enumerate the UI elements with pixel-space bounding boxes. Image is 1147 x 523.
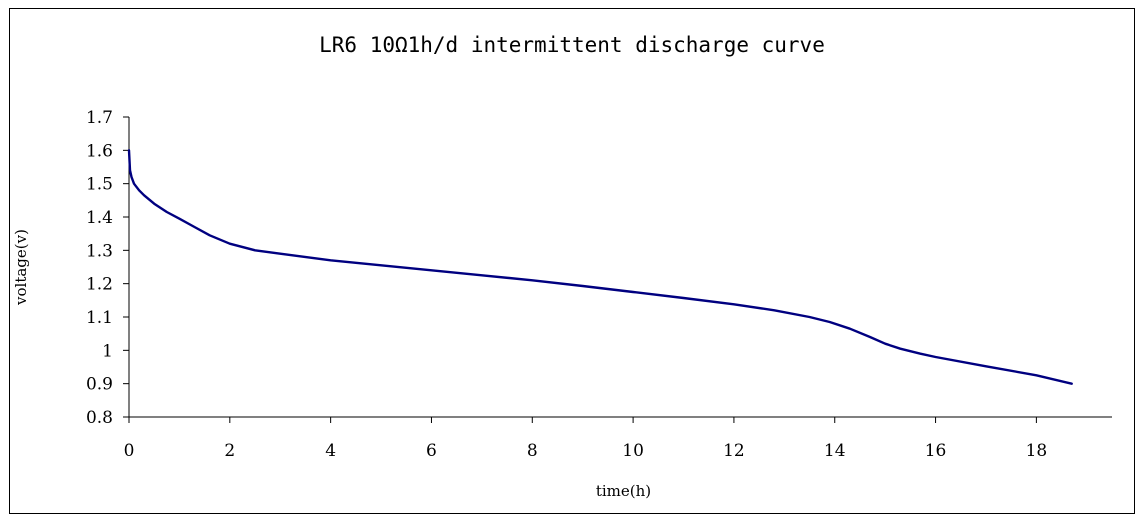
x-tick-label: 14: [824, 441, 846, 461]
y-tick-label: 0.9: [86, 375, 113, 395]
y-axis-title: voltage(v): [12, 229, 30, 306]
y-tick-label: 1.2: [86, 275, 113, 295]
y-tick-label: 1: [102, 341, 113, 361]
x-tick-label: 8: [527, 441, 538, 461]
x-tick-label: 6: [426, 441, 437, 461]
y-tick-label: 1.4: [86, 208, 113, 228]
x-tick-label: 0: [124, 441, 135, 461]
y-tick-label: 1.7: [86, 108, 113, 128]
series-layer: [127, 149, 1073, 385]
chart-title: LR6 10Ω1h/d intermittent discharge curve: [319, 33, 825, 57]
tick-labels: 0.8 0.9 1 1.1 1.2 1.3 1.4 1.5 1.6 1.7 0 2 4 6 8 10 12 14 1…: [12, 108, 1047, 500]
axes: [123, 116, 1112, 423]
y-tick-label: 1.1: [86, 308, 113, 328]
x-tick-label: 12: [723, 441, 745, 461]
x-tick-label: 16: [925, 441, 947, 461]
x-tick-label: 18: [1026, 441, 1048, 461]
y-tick-label: 1.3: [86, 241, 113, 261]
x-axis-title: time(h): [596, 482, 651, 500]
x-tick-label: 10: [622, 441, 644, 461]
chart-frame: LR6 10Ω1h/d intermittent discharge curve: [9, 8, 1135, 514]
y-tick-label: 1.5: [86, 175, 113, 195]
y-tick-label: 0.8: [86, 408, 113, 428]
y-tick-label: 1.6: [86, 141, 113, 161]
x-tick-label: 4: [325, 441, 336, 461]
x-tick-label: 2: [224, 441, 235, 461]
series-line: [127, 149, 1073, 385]
